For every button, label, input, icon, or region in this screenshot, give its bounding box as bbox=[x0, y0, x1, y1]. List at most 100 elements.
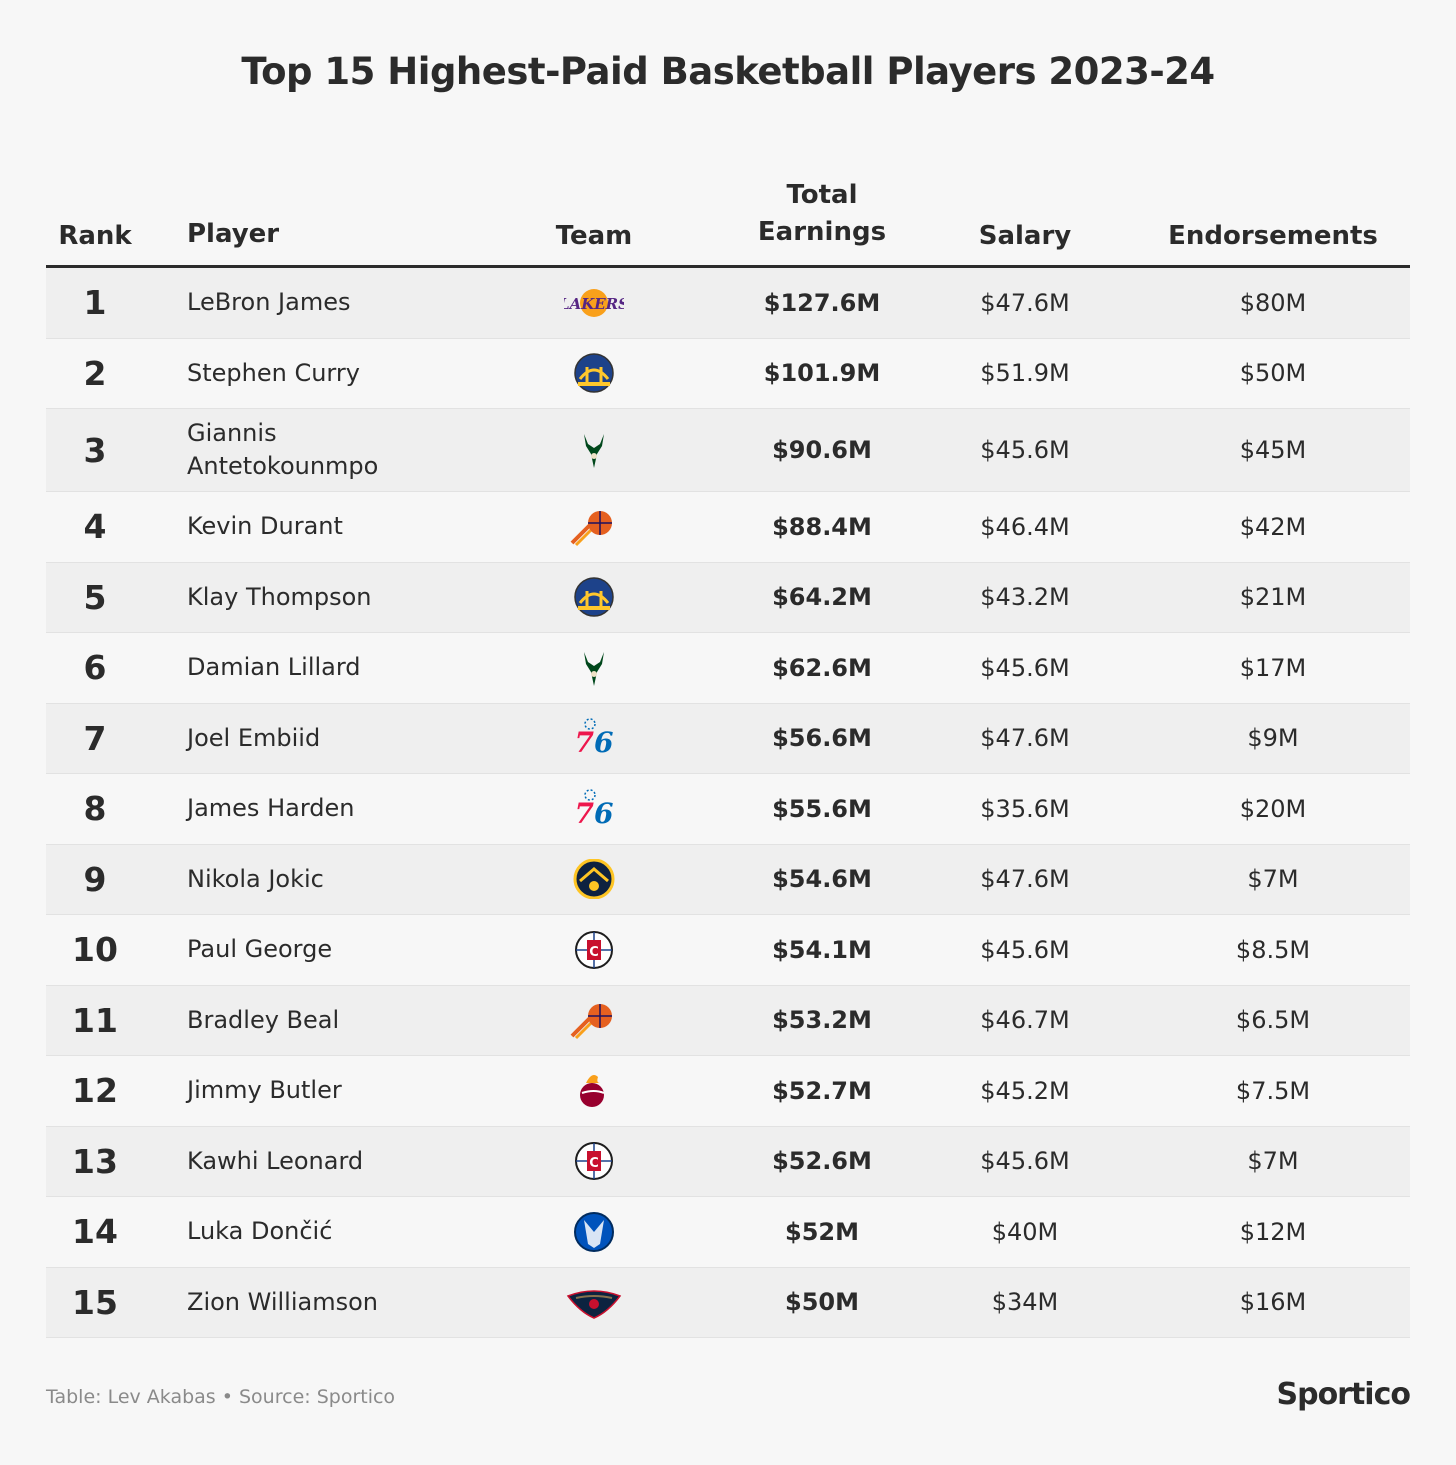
total-earnings-cell: $62.6M bbox=[772, 653, 872, 682]
player-cell: LeBron James bbox=[187, 288, 351, 317]
endorsements-cell: $8.5M bbox=[1235, 935, 1311, 964]
endorsements-cell: $7.5M bbox=[1235, 1076, 1311, 1105]
total-earnings-cell: $90.6M bbox=[772, 436, 872, 464]
team-logo: LAKERS bbox=[564, 288, 624, 317]
credit: Table: Lev Akabas • Source: Sportico bbox=[46, 1386, 396, 1408]
endorsements-cell: $9M bbox=[1247, 724, 1299, 753]
rank-cell: 2 bbox=[83, 353, 107, 393]
team-logo: C bbox=[575, 930, 613, 969]
total-earnings-cell: $53.2M bbox=[772, 1006, 872, 1035]
endorsements-cell: $21M bbox=[1239, 583, 1307, 612]
player-cell: Klay Thompson bbox=[187, 582, 372, 611]
header-cell: Salary bbox=[978, 221, 1072, 251]
team-cell bbox=[480, 507, 708, 547]
rank-cell: 3 bbox=[83, 430, 107, 470]
salary-cell: $46.4M bbox=[980, 512, 1070, 541]
endorsements-cell: $45M bbox=[1239, 436, 1307, 464]
table-row: 7 Joel Embiid 76 $56.6M $47.6M $9M bbox=[46, 703, 1410, 774]
team-logo: 76 bbox=[575, 789, 614, 829]
table-row: 11 Bradley Beal $53.2M $46.7M $6.5M bbox=[46, 985, 1410, 1056]
team-logo bbox=[580, 1074, 605, 1107]
team-cell bbox=[480, 1071, 708, 1111]
endorsements-cell: $20M bbox=[1239, 794, 1307, 823]
table-row: 1 LeBron James LAKERS $127.6M $47.6M $80M bbox=[46, 268, 1410, 339]
salary-cell: $43.2M bbox=[980, 583, 1070, 612]
player-cell: Bradley Beal bbox=[187, 1005, 340, 1034]
rank-cell: 6 bbox=[83, 648, 107, 688]
total-earnings-cell: $52.6M bbox=[772, 1147, 872, 1176]
player-cell: Stephen Curry bbox=[187, 358, 360, 387]
header-cell: Endorsements bbox=[1168, 221, 1378, 251]
team-cell bbox=[480, 1282, 708, 1322]
brand: Sportico bbox=[1276, 1377, 1411, 1412]
svg-text:C: C bbox=[589, 945, 599, 960]
salary-cell: $40M bbox=[991, 1217, 1059, 1246]
team-logo bbox=[566, 1290, 622, 1320]
table-row: 4 Kevin Durant $88.4M $46.4M $42M bbox=[46, 492, 1410, 563]
header-cell: Team bbox=[555, 221, 633, 251]
svg-text:76: 76 bbox=[575, 797, 614, 829]
player-cell: Kevin Durant bbox=[187, 512, 343, 541]
total-earnings-cell: $50M bbox=[785, 1288, 859, 1317]
team-cell bbox=[480, 353, 708, 393]
rank-cell: 15 bbox=[72, 1282, 118, 1322]
total-earnings-cell: $54.6M bbox=[772, 865, 872, 894]
salary-cell: $47.6M bbox=[980, 865, 1070, 894]
team-cell bbox=[480, 1000, 708, 1040]
rank-cell: 14 bbox=[72, 1212, 118, 1252]
team-logo bbox=[574, 353, 614, 393]
endorsements-cell: $12M bbox=[1239, 1217, 1307, 1246]
table: Rank Player Team Total Earnings Salary E… bbox=[46, 170, 1410, 1338]
rank-cell: 11 bbox=[72, 1000, 118, 1040]
table-row: 9 Nikola Jokic $54.6M $47.6M $7M bbox=[46, 844, 1410, 915]
table-row: 12 Jimmy Butler $52.7M $45.2M $7.5M bbox=[46, 1056, 1410, 1127]
table-row: 5 Klay Thompson $64.2M $43.2M $21M bbox=[46, 562, 1410, 633]
player-cell: Jimmy Butler bbox=[187, 1076, 342, 1105]
rank-cell: 8 bbox=[83, 789, 107, 829]
total-earnings-cell: $54.1M bbox=[772, 935, 872, 964]
endorsements-cell: $7M bbox=[1247, 865, 1299, 894]
table-row: 14 Luka Dončić $52M $40M $12M bbox=[46, 1197, 1410, 1268]
table-row: 13 Kawhi Leonard C $52.6M $45.6M $7M bbox=[46, 1126, 1410, 1197]
salary-cell: $47.6M bbox=[980, 288, 1070, 317]
team-cell: C bbox=[480, 1141, 708, 1181]
svg-text:C: C bbox=[589, 1156, 599, 1171]
table-row: 15 Zion Williamson $50M $34M $16M bbox=[46, 1267, 1410, 1338]
rank-cell: 7 bbox=[83, 718, 107, 758]
total-earnings-cell: $55.6M bbox=[772, 794, 872, 823]
player-cell: Zion Williamson bbox=[187, 1287, 378, 1316]
player-cell: Giannis Antetokounmpo bbox=[187, 419, 379, 480]
endorsements-cell: $42M bbox=[1239, 512, 1307, 541]
team-cell: 76 bbox=[480, 718, 708, 758]
rank-cell: 12 bbox=[72, 1071, 118, 1111]
header-cell: Rank bbox=[58, 221, 132, 251]
endorsements-cell: $16M bbox=[1239, 1288, 1307, 1317]
endorsements-cell: $7M bbox=[1247, 1147, 1299, 1176]
team-logo: C bbox=[575, 1142, 613, 1181]
svg-text:LAKERS: LAKERS bbox=[564, 295, 624, 313]
total-earnings-cell: $52.7M bbox=[772, 1076, 872, 1105]
team-logo: 76 bbox=[575, 718, 613, 758]
rank-cell: 13 bbox=[72, 1141, 118, 1181]
header-text: Total Earnings bbox=[757, 180, 887, 247]
team-cell: C bbox=[480, 930, 708, 970]
team-logo bbox=[584, 651, 604, 686]
title: Top 15 Highest-Paid Basketball Players 2… bbox=[241, 50, 1215, 93]
endorsements-cell: $17M bbox=[1239, 653, 1307, 682]
team-logo bbox=[574, 577, 614, 617]
player-cell: Luka Dončić bbox=[187, 1217, 333, 1246]
salary-cell: $45.2M bbox=[980, 1076, 1070, 1105]
team-cell: 76 bbox=[480, 789, 708, 829]
salary-cell: $34M bbox=[991, 1288, 1059, 1317]
total-earnings-cell: $52M bbox=[785, 1217, 859, 1246]
salary-cell: $47.6M bbox=[980, 724, 1070, 753]
rank-cell: 5 bbox=[83, 577, 107, 617]
salary-cell: $51.9M bbox=[980, 359, 1070, 388]
team-cell bbox=[480, 577, 708, 617]
table-row: 3 Giannis Antetokounmpo $90.6M $45.6M $45M bbox=[46, 409, 1410, 492]
player-cell: Paul George bbox=[187, 935, 333, 964]
total-earnings-cell: $101.9M bbox=[763, 359, 881, 388]
team-logo bbox=[570, 1004, 612, 1040]
table-body: 1 LeBron James LAKERS $127.6M $47.6M $80M 2 Ste… bbox=[46, 268, 1410, 1338]
